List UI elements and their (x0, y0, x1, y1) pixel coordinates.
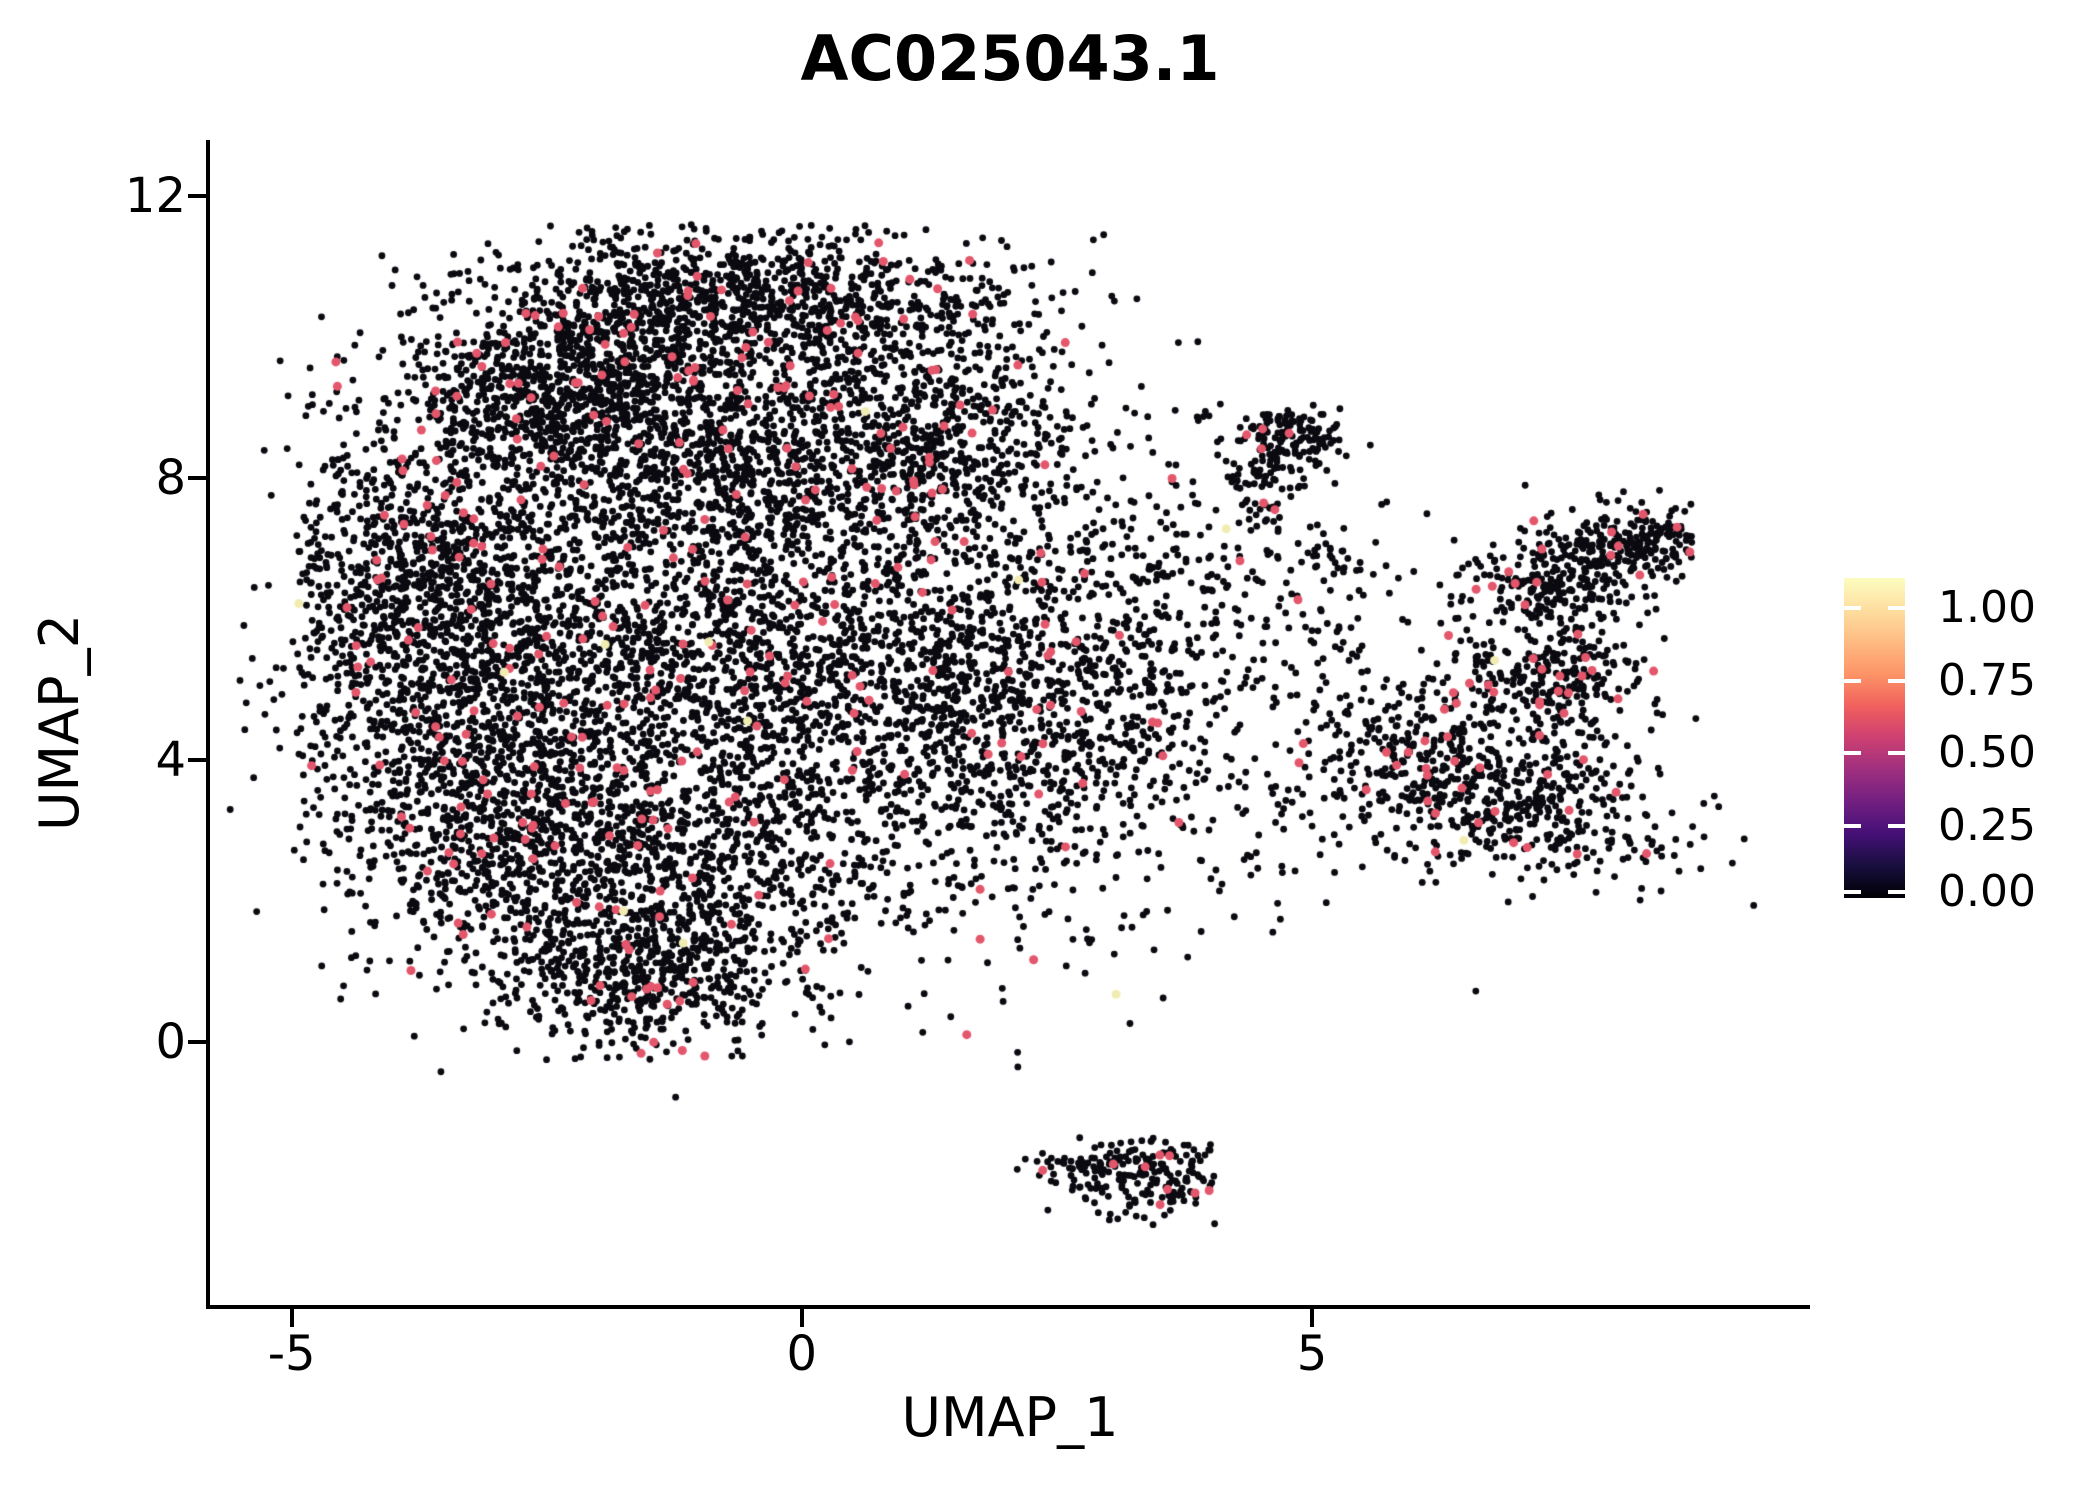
x-tick-mark (799, 1309, 804, 1327)
legend-tick-label: 0.50 (1938, 727, 2036, 779)
legend-colorbar (1844, 578, 1905, 898)
y-tick-label: 8 (155, 449, 186, 506)
legend-tick-label: 0.75 (1938, 654, 2036, 706)
x-tick-mark (289, 1309, 294, 1327)
x-axis-label: UMAP_1 (901, 1386, 1119, 1449)
legend-tick-label: 1.00 (1938, 582, 2036, 634)
legend-tick-mark (1844, 678, 1861, 683)
y-tick-mark (188, 475, 206, 480)
x-tick-mark (1310, 1309, 1315, 1327)
legend-tick-mark (1888, 823, 1905, 828)
legend-tick-mark (1844, 751, 1861, 756)
legend-tick-mark (1888, 678, 1905, 683)
legend-tick-mark (1888, 606, 1905, 611)
plot-area (210, 140, 1810, 1305)
legend-tick-mark (1888, 751, 1905, 756)
y-tick-mark (188, 193, 206, 198)
x-tick-label: -5 (267, 1326, 316, 1382)
y-tick-mark (188, 1039, 206, 1044)
y-axis-line (206, 140, 210, 1309)
legend-tick-mark (1844, 606, 1861, 611)
plot-title: AC025043.1 (800, 22, 1220, 95)
legend-tick-label: 0.00 (1938, 866, 2036, 917)
x-tick-label: 5 (1296, 1326, 1328, 1382)
legend-colorbar-group: 1.00 0.75 0.50 0.25 0.00 (1844, 578, 2100, 916)
x-axis-line (206, 1305, 1810, 1309)
y-tick-label: 0 (155, 1013, 186, 1070)
y-tick-mark (188, 757, 206, 762)
x-tick-label: 0 (786, 1326, 818, 1382)
legend-tick-mark (1888, 890, 1905, 894)
legend-tick-mark (1844, 823, 1861, 828)
y-tick-label: 12 (124, 167, 186, 224)
y-tick-label: 4 (155, 731, 186, 788)
y-axis-label: UMAP_2 (28, 614, 91, 831)
legend-tick-label: 0.25 (1938, 799, 2036, 851)
legend-tick-mark (1844, 890, 1861, 894)
scatter-canvas (210, 140, 1810, 1305)
